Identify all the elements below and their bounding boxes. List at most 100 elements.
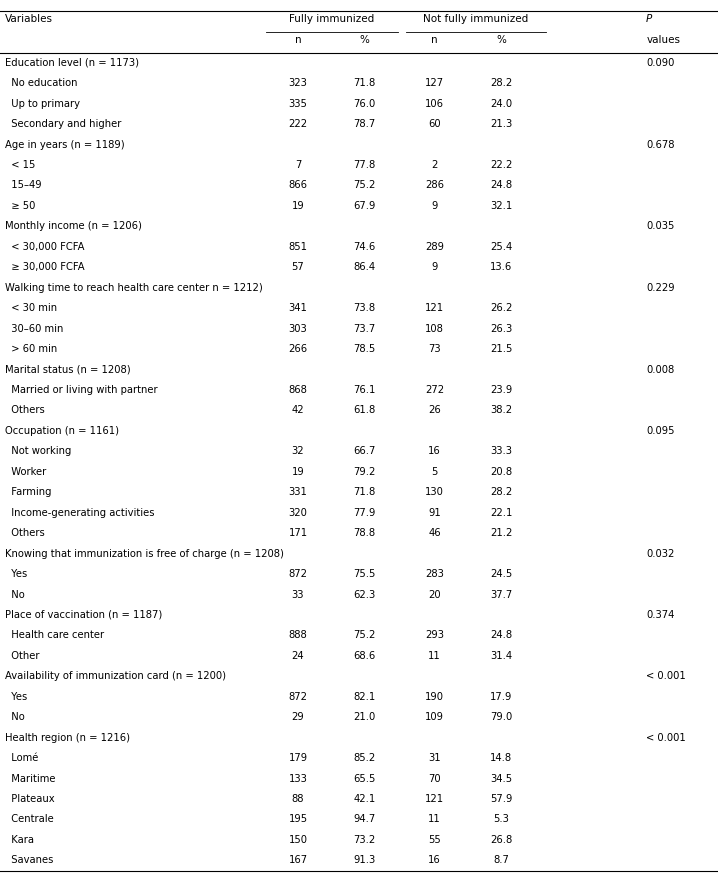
Text: 133: 133 xyxy=(289,774,307,784)
Text: 24.8: 24.8 xyxy=(490,630,512,640)
Text: 0.095: 0.095 xyxy=(646,426,675,436)
Text: Walking time to reach health care center n = 1212): Walking time to reach health care center… xyxy=(5,283,263,293)
Text: < 0.001: < 0.001 xyxy=(646,671,686,682)
Text: 283: 283 xyxy=(425,569,444,579)
Text: 67.9: 67.9 xyxy=(353,201,376,211)
Text: 32.1: 32.1 xyxy=(490,201,512,211)
Text: 150: 150 xyxy=(289,835,307,845)
Text: Marital status (n = 1208): Marital status (n = 1208) xyxy=(5,365,131,374)
Text: 75.2: 75.2 xyxy=(353,180,376,191)
Text: 73.7: 73.7 xyxy=(354,324,376,333)
Text: %: % xyxy=(360,35,370,45)
Text: 21.0: 21.0 xyxy=(354,712,376,722)
Text: 77.8: 77.8 xyxy=(354,160,376,170)
Text: Others: Others xyxy=(5,405,45,416)
Text: 0.035: 0.035 xyxy=(646,221,675,231)
Text: 24.8: 24.8 xyxy=(490,180,512,191)
Text: 108: 108 xyxy=(425,324,444,333)
Text: 190: 190 xyxy=(425,692,444,702)
Text: 62.3: 62.3 xyxy=(354,590,376,599)
Text: 868: 868 xyxy=(289,385,307,395)
Text: Place of vaccination (n = 1187): Place of vaccination (n = 1187) xyxy=(5,610,162,620)
Text: 872: 872 xyxy=(289,692,307,702)
Text: 26.2: 26.2 xyxy=(490,303,513,313)
Text: 19: 19 xyxy=(292,466,304,477)
Text: Occupation (n = 1161): Occupation (n = 1161) xyxy=(5,426,119,436)
Text: Income-generating activities: Income-generating activities xyxy=(5,507,154,518)
Text: 286: 286 xyxy=(425,180,444,191)
Text: 74.6: 74.6 xyxy=(354,242,376,252)
Text: Kara: Kara xyxy=(5,835,34,845)
Text: Lomé: Lomé xyxy=(5,753,38,763)
Text: 26: 26 xyxy=(428,405,441,416)
Text: 7: 7 xyxy=(295,160,301,170)
Text: Other: Other xyxy=(5,651,39,661)
Text: 11: 11 xyxy=(428,651,441,661)
Text: 46: 46 xyxy=(428,528,441,538)
Text: P: P xyxy=(646,14,653,24)
Text: 9: 9 xyxy=(432,262,437,272)
Text: 21.2: 21.2 xyxy=(490,528,513,538)
Text: 5: 5 xyxy=(432,466,437,477)
Text: 73.2: 73.2 xyxy=(354,835,376,845)
Text: 42: 42 xyxy=(292,405,304,416)
Text: Monthly income (n = 1206): Monthly income (n = 1206) xyxy=(5,221,142,231)
Text: 289: 289 xyxy=(425,242,444,252)
Text: Worker: Worker xyxy=(5,466,46,477)
Text: 11: 11 xyxy=(428,815,441,824)
Text: 20: 20 xyxy=(428,590,441,599)
Text: 91: 91 xyxy=(428,507,441,518)
Text: 79.0: 79.0 xyxy=(490,712,512,722)
Text: No: No xyxy=(5,590,25,599)
Text: 293: 293 xyxy=(425,630,444,640)
Text: Secondary and higher: Secondary and higher xyxy=(5,119,121,130)
Text: 68.6: 68.6 xyxy=(354,651,376,661)
Text: 57.9: 57.9 xyxy=(490,794,513,804)
Text: 320: 320 xyxy=(289,507,307,518)
Text: 66.7: 66.7 xyxy=(353,446,376,457)
Text: 16: 16 xyxy=(428,856,441,865)
Text: 28.2: 28.2 xyxy=(490,78,512,88)
Text: 82.1: 82.1 xyxy=(354,692,376,702)
Text: 94.7: 94.7 xyxy=(354,815,376,824)
Text: 272: 272 xyxy=(425,385,444,395)
Text: 33: 33 xyxy=(292,590,304,599)
Text: n: n xyxy=(431,35,438,45)
Text: Age in years (n = 1189): Age in years (n = 1189) xyxy=(5,139,125,150)
Text: 31: 31 xyxy=(428,753,441,763)
Text: values: values xyxy=(646,35,680,45)
Text: 71.8: 71.8 xyxy=(354,487,376,497)
Text: No education: No education xyxy=(5,78,78,88)
Text: 78.5: 78.5 xyxy=(354,344,376,354)
Text: 76.0: 76.0 xyxy=(354,99,376,108)
Text: 2: 2 xyxy=(432,160,437,170)
Text: Centrale: Centrale xyxy=(5,815,54,824)
Text: 14.8: 14.8 xyxy=(490,753,512,763)
Text: 73: 73 xyxy=(428,344,441,354)
Text: 60: 60 xyxy=(428,119,441,130)
Text: 335: 335 xyxy=(289,99,307,108)
Text: 0.090: 0.090 xyxy=(646,58,675,67)
Text: 32: 32 xyxy=(292,446,304,457)
Text: 37.7: 37.7 xyxy=(490,590,512,599)
Text: ≥ 50: ≥ 50 xyxy=(5,201,35,211)
Text: 31.4: 31.4 xyxy=(490,651,512,661)
Text: 0.374: 0.374 xyxy=(646,610,675,620)
Text: 222: 222 xyxy=(289,119,307,130)
Text: Plateaux: Plateaux xyxy=(5,794,55,804)
Text: Yes: Yes xyxy=(5,692,27,702)
Text: 24.0: 24.0 xyxy=(490,99,512,108)
Text: Farming: Farming xyxy=(5,487,52,497)
Text: 22.2: 22.2 xyxy=(490,160,513,170)
Text: 79.2: 79.2 xyxy=(353,466,376,477)
Text: 38.2: 38.2 xyxy=(490,405,512,416)
Text: 109: 109 xyxy=(425,712,444,722)
Text: 77.9: 77.9 xyxy=(353,507,376,518)
Text: 266: 266 xyxy=(289,344,307,354)
Text: 26.8: 26.8 xyxy=(490,835,512,845)
Text: 76.1: 76.1 xyxy=(353,385,376,395)
Text: Up to primary: Up to primary xyxy=(5,99,80,108)
Text: 34.5: 34.5 xyxy=(490,774,512,784)
Text: Availability of immunization card (n = 1200): Availability of immunization card (n = 1… xyxy=(5,671,226,682)
Text: 323: 323 xyxy=(289,78,307,88)
